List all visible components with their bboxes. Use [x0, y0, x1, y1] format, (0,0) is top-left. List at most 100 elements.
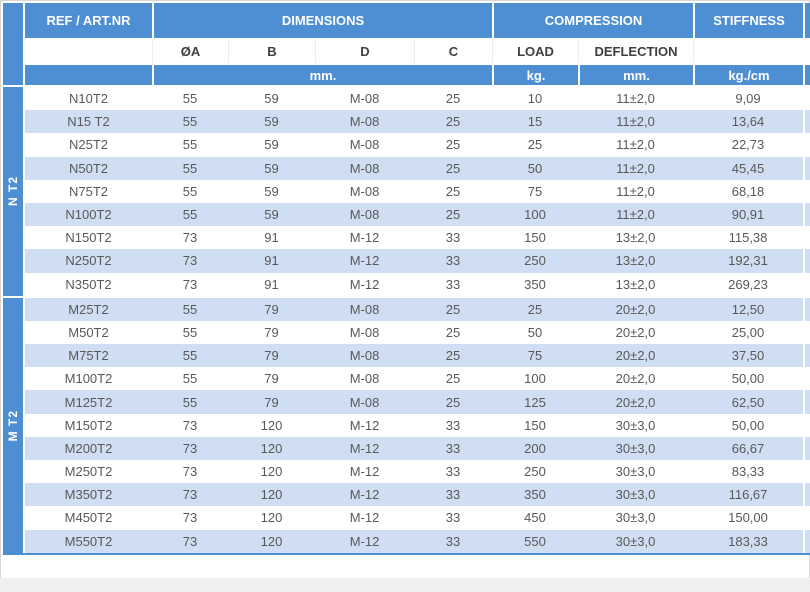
cell-b: 59: [264, 183, 279, 199]
cell-dia-a: 55: [182, 371, 198, 387]
cell-stiffness: 12,50: [731, 301, 765, 317]
row-edge-strip: [803, 483, 810, 507]
cell-c: 25: [445, 91, 461, 107]
cell-b: 79: [264, 301, 279, 317]
cell-dia-a: 73: [182, 533, 198, 549]
cell-ref: M550T2: [64, 533, 113, 549]
cell-b: 120: [260, 533, 283, 549]
row-edge-strip: [803, 249, 810, 273]
cell-deflection: 13±2,0: [615, 253, 656, 269]
unit-edge-strip: [803, 65, 810, 85]
cell-deflection: 30±3,0: [615, 464, 656, 480]
row-edge-strip: [803, 133, 810, 157]
row-edge-strip: [803, 87, 810, 111]
cell-dia-a: 55: [182, 348, 198, 364]
cell-load: 75: [527, 183, 543, 199]
cell-load: 125: [524, 394, 546, 410]
cell-b: 59: [264, 137, 279, 153]
cell-b: 79: [264, 371, 279, 387]
unit-load: kg.: [492, 65, 578, 85]
cell-b: 120: [260, 440, 283, 456]
cell-d: M-12: [349, 533, 380, 549]
table-row: M100T2 55 79 M-08 25 100 20±2,0 50,00: [25, 367, 810, 391]
row-edge-strip: [803, 460, 810, 484]
cell-stiffness: 22,73: [731, 137, 765, 153]
cell-deflection: 11±2,0: [616, 137, 655, 153]
cell-b: 91: [264, 230, 279, 246]
cell-stiffness: 116,67: [728, 487, 768, 503]
row-edge-strip: [803, 320, 810, 345]
cell-c: 25: [445, 160, 461, 176]
cell-deflection: 20±2,0: [615, 348, 656, 364]
cell-dia-a: 73: [182, 253, 198, 269]
cell-b: 120: [260, 417, 283, 433]
cell-b: 120: [260, 510, 283, 526]
col-header-compression: COMPRESSION: [492, 3, 693, 38]
cell-d: M-08: [349, 301, 380, 317]
group-label-cell: M T2: [3, 297, 23, 553]
row-edge-strip: [803, 297, 810, 321]
cell-load: 100: [524, 371, 546, 387]
cell-deflection: 20±2,0: [615, 301, 656, 317]
cell-dia-a: 73: [182, 440, 198, 456]
cell-c: 33: [445, 276, 461, 292]
cell-d: M-08: [349, 160, 380, 176]
cell-deflection: 20±2,0: [615, 324, 656, 340]
cell-b: 59: [264, 160, 279, 176]
cell-deflection: 11±2,0: [616, 160, 655, 176]
cell-stiffness: 13,64: [731, 114, 765, 130]
row-edge-strip: [803, 390, 810, 414]
section-rows: M25T2 55 79 M-08 25 25 20±2,0 12,50 M50T2 55 79 M-0…: [25, 297, 810, 553]
cell-d: M-08: [349, 348, 380, 364]
row-edge-strip: [803, 506, 810, 530]
cell-c: 33: [445, 510, 461, 526]
cell-ref: M75T2: [68, 348, 109, 364]
cell-stiffness: 62,50: [731, 394, 765, 410]
cell-deflection: 11±2,0: [616, 183, 655, 199]
cell-dia-a: 55: [182, 114, 198, 130]
cell-deflection: 11±2,0: [616, 114, 655, 130]
cell-deflection: 11±2,0: [616, 207, 655, 223]
col-subheader-deflection: DEFLECTION: [578, 40, 693, 63]
cell-load: 200: [524, 440, 546, 456]
row-edge-strip: [803, 202, 810, 227]
cell-dia-a: 55: [182, 394, 198, 410]
cell-d: M-08: [349, 91, 380, 107]
cell-dia-a: 73: [182, 417, 198, 433]
table-row: N75T2 55 59 M-08 25 75 11±2,0 68,18: [25, 179, 810, 203]
cell-b: 120: [260, 464, 283, 480]
cell-b: 59: [264, 207, 279, 223]
cell-d: M-12: [349, 253, 380, 269]
cell-d: M-08: [349, 394, 380, 410]
table-row: M200T2 73 120 M-12 33 200 30±3,0 66,67: [25, 436, 810, 460]
table-row: M50T2 55 79 M-08 25 50 20±2,0 25,00: [25, 320, 810, 345]
table-row: M125T2 55 79 M-08 25 125 20±2,0 62,50: [25, 390, 810, 414]
cell-dia-a: 55: [182, 91, 198, 107]
cell-d: M-12: [349, 440, 380, 456]
cell-b: 91: [264, 253, 279, 269]
row-edge-strip: [803, 367, 810, 391]
cell-c: 25: [445, 324, 461, 340]
cell-load: 50: [527, 160, 543, 176]
table-row: N250T2 73 91 M-12 33 250 13±2,0 192,31: [25, 249, 810, 273]
cell-deflection: 30±3,0: [615, 533, 656, 549]
row-edge-strip: [803, 179, 810, 203]
cell-stiffness: 183,33: [728, 533, 768, 549]
cell-ref: N10T2: [68, 91, 109, 107]
table-body: N T2 N10T2 55 59 M-08 25 10 11±2,0 9,09 N15 T2 55 5…: [3, 87, 810, 553]
cell-d: M-08: [349, 324, 380, 340]
table-row: N100T2 55 59 M-08 25 100 11±2,0 90,91: [25, 202, 810, 227]
cell-ref: N250T2: [65, 253, 112, 269]
cell-deflection: 13±2,0: [615, 276, 656, 292]
subheader-stiffness-empty: [693, 40, 803, 63]
cell-dia-a: 73: [182, 230, 198, 246]
unit-stiffness: kg./cm: [693, 65, 803, 85]
subheader-ref-empty: [25, 40, 152, 63]
cell-ref: N150T2: [65, 230, 112, 246]
cell-ref: M100T2: [64, 371, 113, 387]
cell-d: M-12: [349, 487, 380, 503]
cell-b: 79: [264, 324, 279, 340]
page-bottom-area: [0, 578, 810, 592]
cell-d: M-12: [349, 510, 380, 526]
